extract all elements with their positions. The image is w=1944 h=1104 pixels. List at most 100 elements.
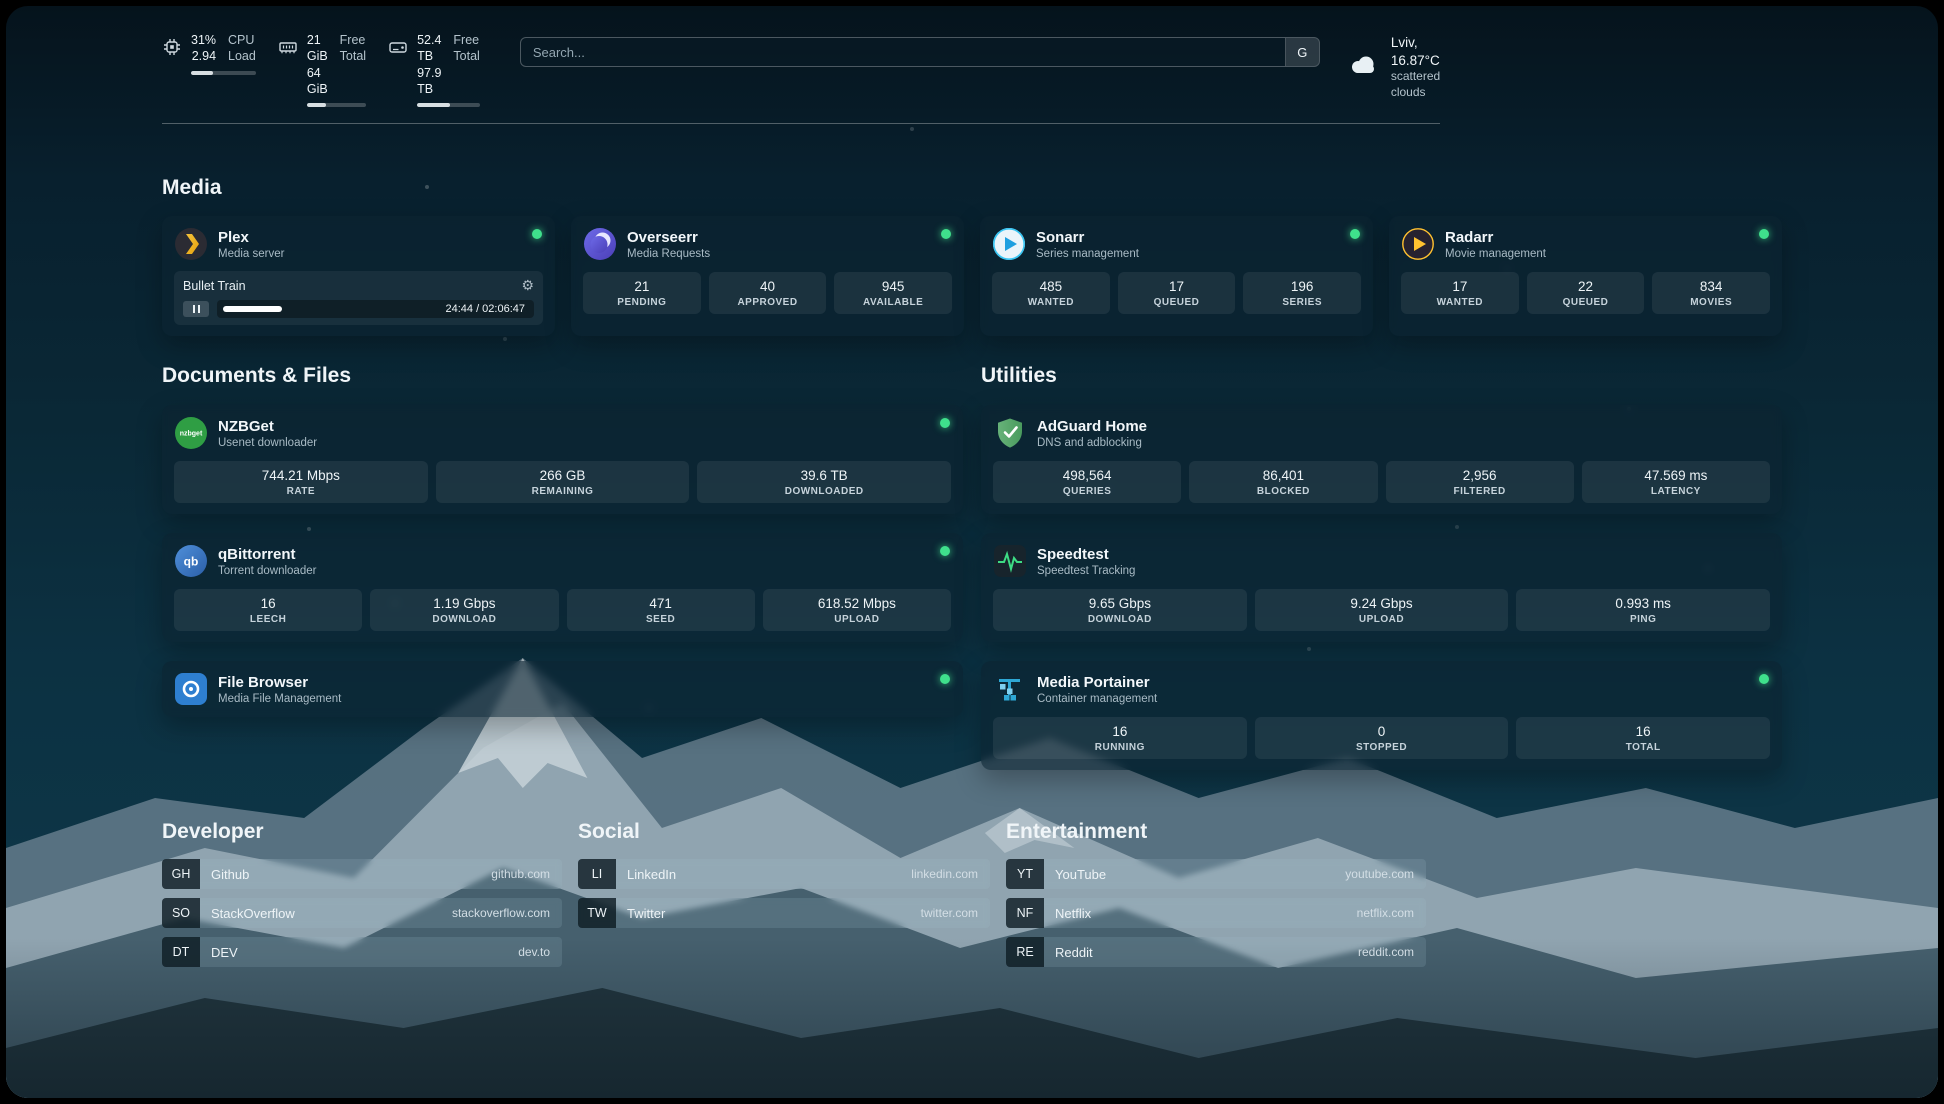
section-heading-documents: Documents & Files — [162, 364, 352, 387]
status-dot — [1350, 229, 1360, 239]
card-nzbget[interactable]: nzbget NZBGet Usenet downloader 744.21 M… — [162, 405, 963, 514]
stat-label: MOVIES — [1690, 297, 1733, 308]
app-title: Speedtest — [1037, 545, 1109, 563]
bookmark-item-twitter[interactable]: TW Twitter twitter.com — [578, 898, 990, 928]
bookmark-item-linkedin[interactable]: LI LinkedIn linkedin.com — [578, 859, 990, 889]
plex-icon — [174, 227, 208, 261]
app-subtitle: Media Requests — [627, 247, 711, 260]
settings-gear-icon[interactable]: ⚙ — [521, 277, 534, 293]
card-adguard[interactable]: AdGuard Home DNS and adblocking 498,564 Q… — [981, 405, 1782, 514]
disk-progress-bar — [417, 103, 480, 107]
adguard-icon — [993, 416, 1027, 450]
stat-label: DOWNLOAD — [1087, 614, 1152, 625]
pause-button[interactable] — [183, 301, 209, 317]
documents-column: Documents & Files nzbget NZBGet Usenet d… — [162, 364, 963, 717]
stat-label: RATE — [286, 486, 316, 497]
bookmark-url: reddit.com — [1357, 945, 1414, 959]
stat-label: FILTERED — [1453, 486, 1506, 497]
status-dot — [1759, 674, 1769, 684]
stat-box: 0 STOPPED — [1254, 717, 1509, 759]
stat-box: 86,401 BLOCKED — [1189, 461, 1378, 503]
stat-value: 21 — [634, 279, 650, 294]
bookmark-item-reddit[interactable]: RE Reddit reddit.com — [1006, 937, 1426, 967]
snow-specks — [6, 6, 8, 8]
app-title: File Browser — [218, 673, 309, 691]
weather-location: Lviv, 16.87°C — [1390, 35, 1440, 68]
section-heading-utilities: Utilities — [981, 364, 1057, 387]
card-speedtest[interactable]: Speedtest Speedtest Tracking 9.65 Gbps DO… — [981, 533, 1782, 642]
stat-label: LEECH — [249, 614, 287, 625]
bookmark-group-developer: Developer GH Github github.com SO StackO… — [162, 820, 562, 976]
playback-progress-bar[interactable]: 24:44 / 02:06:47 — [217, 300, 534, 318]
stat-box: 744.21 Mbps RATE — [174, 461, 428, 503]
bookmark-name: DEV — [211, 944, 238, 960]
cpu-icon — [162, 37, 182, 62]
now-playing-box: Bullet Train ⚙ 24:44 / 02:06:47 — [174, 271, 543, 325]
bookmark-url: stackoverflow.com — [451, 906, 550, 920]
app-subtitle: Movie management — [1445, 247, 1546, 260]
cpu-usage-value: 31% — [191, 33, 217, 47]
bookmark-name: Twitter — [627, 905, 666, 921]
card-plex[interactable]: Plex Media server Bullet Train ⚙ 24:44 /… — [162, 216, 555, 336]
stat-value: 16 — [1635, 724, 1651, 739]
section-heading-social: Social — [578, 820, 640, 843]
bookmark-item-stackoverflow[interactable]: SO StackOverflow stackoverflow.com — [162, 898, 562, 928]
stat-value: 47.569 ms — [1644, 468, 1708, 483]
card-sonarr[interactable]: Sonarr Series management 485 WANTED 17 QUE… — [980, 216, 1373, 336]
stat-label: REMAINING — [531, 486, 594, 497]
bookmark-name: YouTube — [1055, 866, 1107, 882]
stat-value: 22 — [1577, 279, 1594, 294]
svg-text:qb: qb — [184, 555, 199, 569]
card-portainer[interactable]: Media Portainer Container management 16 R… — [981, 661, 1782, 770]
card-qbittorrent[interactable]: qb qBittorrent Torrent downloader 16 LEEC… — [162, 533, 963, 642]
memory-icon — [278, 37, 298, 62]
disk-free-label: Free — [453, 33, 480, 47]
stat-box: 9.24 Gbps UPLOAD — [1254, 589, 1509, 631]
section-heading-entertainment: Entertainment — [1006, 820, 1148, 843]
search-bar: G — [519, 37, 1320, 67]
bookmark-name: Github — [211, 866, 250, 882]
stat-box: 17 QUEUED — [1117, 272, 1236, 314]
stat-label: PENDING — [617, 297, 667, 308]
app-subtitle: DNS and adblocking — [1037, 436, 1142, 449]
bookmark-group-entertainment: Entertainment YT YouTube youtube.com NF … — [1006, 820, 1426, 976]
cpu-label: CPU — [228, 33, 255, 47]
bookmark-item-youtube[interactable]: YT YouTube youtube.com — [1006, 859, 1426, 889]
playback-time: 24:44 / 02:06:47 — [445, 303, 525, 315]
card-overseerr[interactable]: Overseerr Media Requests 21 PENDING 40 APP… — [571, 216, 964, 336]
stat-value: 196 — [1290, 279, 1314, 294]
bookmark-item-dev[interactable]: DT DEV dev.to — [162, 937, 562, 967]
cpu-load-label: Load — [228, 49, 256, 64]
card-radarr[interactable]: Radarr Movie management 17 WANTED 22 QUEUE… — [1389, 216, 1782, 336]
app-title: NZBGet — [218, 417, 274, 435]
disk-total-value: 97.9 TB — [417, 65, 442, 96]
bookmark-abbr: YT — [1006, 859, 1044, 889]
topbar-divider — [162, 123, 1440, 124]
now-playing-title: Bullet Train — [183, 278, 246, 293]
bookmark-item-github[interactable]: GH Github github.com — [162, 859, 562, 889]
svg-text:nzbget: nzbget — [180, 431, 203, 438]
stat-box: 834 MOVIES — [1652, 272, 1771, 314]
stat-label: AVAILABLE — [863, 297, 924, 308]
search-input[interactable] — [520, 44, 1285, 60]
dashboard-screen: 31% 2.94 CPU Load — [6, 6, 1938, 1098]
stat-box: 9.65 Gbps DOWNLOAD — [993, 589, 1247, 631]
status-dot — [940, 546, 950, 556]
bookmarks-row: Developer GH Github github.com SO StackO… — [162, 820, 1782, 976]
stat-label: RUNNING — [1094, 742, 1145, 753]
status-dot — [532, 229, 542, 239]
stat-box: 266 GB REMAINING — [435, 461, 690, 503]
stat-label: DOWNLOADED — [784, 486, 864, 497]
bookmark-item-netflix[interactable]: NF Netflix netflix.com — [1006, 898, 1426, 928]
stat-box: 2,956 FILTERED — [1385, 461, 1574, 503]
card-filebrowser[interactable]: File Browser Media File Management — [162, 661, 963, 717]
memory-progress-bar — [306, 103, 367, 107]
stat-box: 498,564 QUERIES — [993, 461, 1182, 503]
utilities-column: Utilities AdGuard Home DNS and adblockin… — [981, 364, 1782, 770]
stat-value: 2,956 — [1462, 468, 1497, 483]
search-engine-button[interactable]: G — [1284, 38, 1319, 66]
bookmark-abbr: GH — [162, 859, 200, 889]
stat-label: UPLOAD — [1358, 614, 1405, 625]
portainer-icon — [993, 672, 1027, 706]
bookmark-url: linkedin.com — [911, 867, 978, 881]
